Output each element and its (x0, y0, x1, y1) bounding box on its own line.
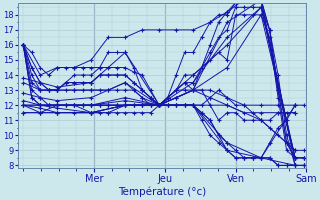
X-axis label: Température (°c): Température (°c) (118, 187, 206, 197)
